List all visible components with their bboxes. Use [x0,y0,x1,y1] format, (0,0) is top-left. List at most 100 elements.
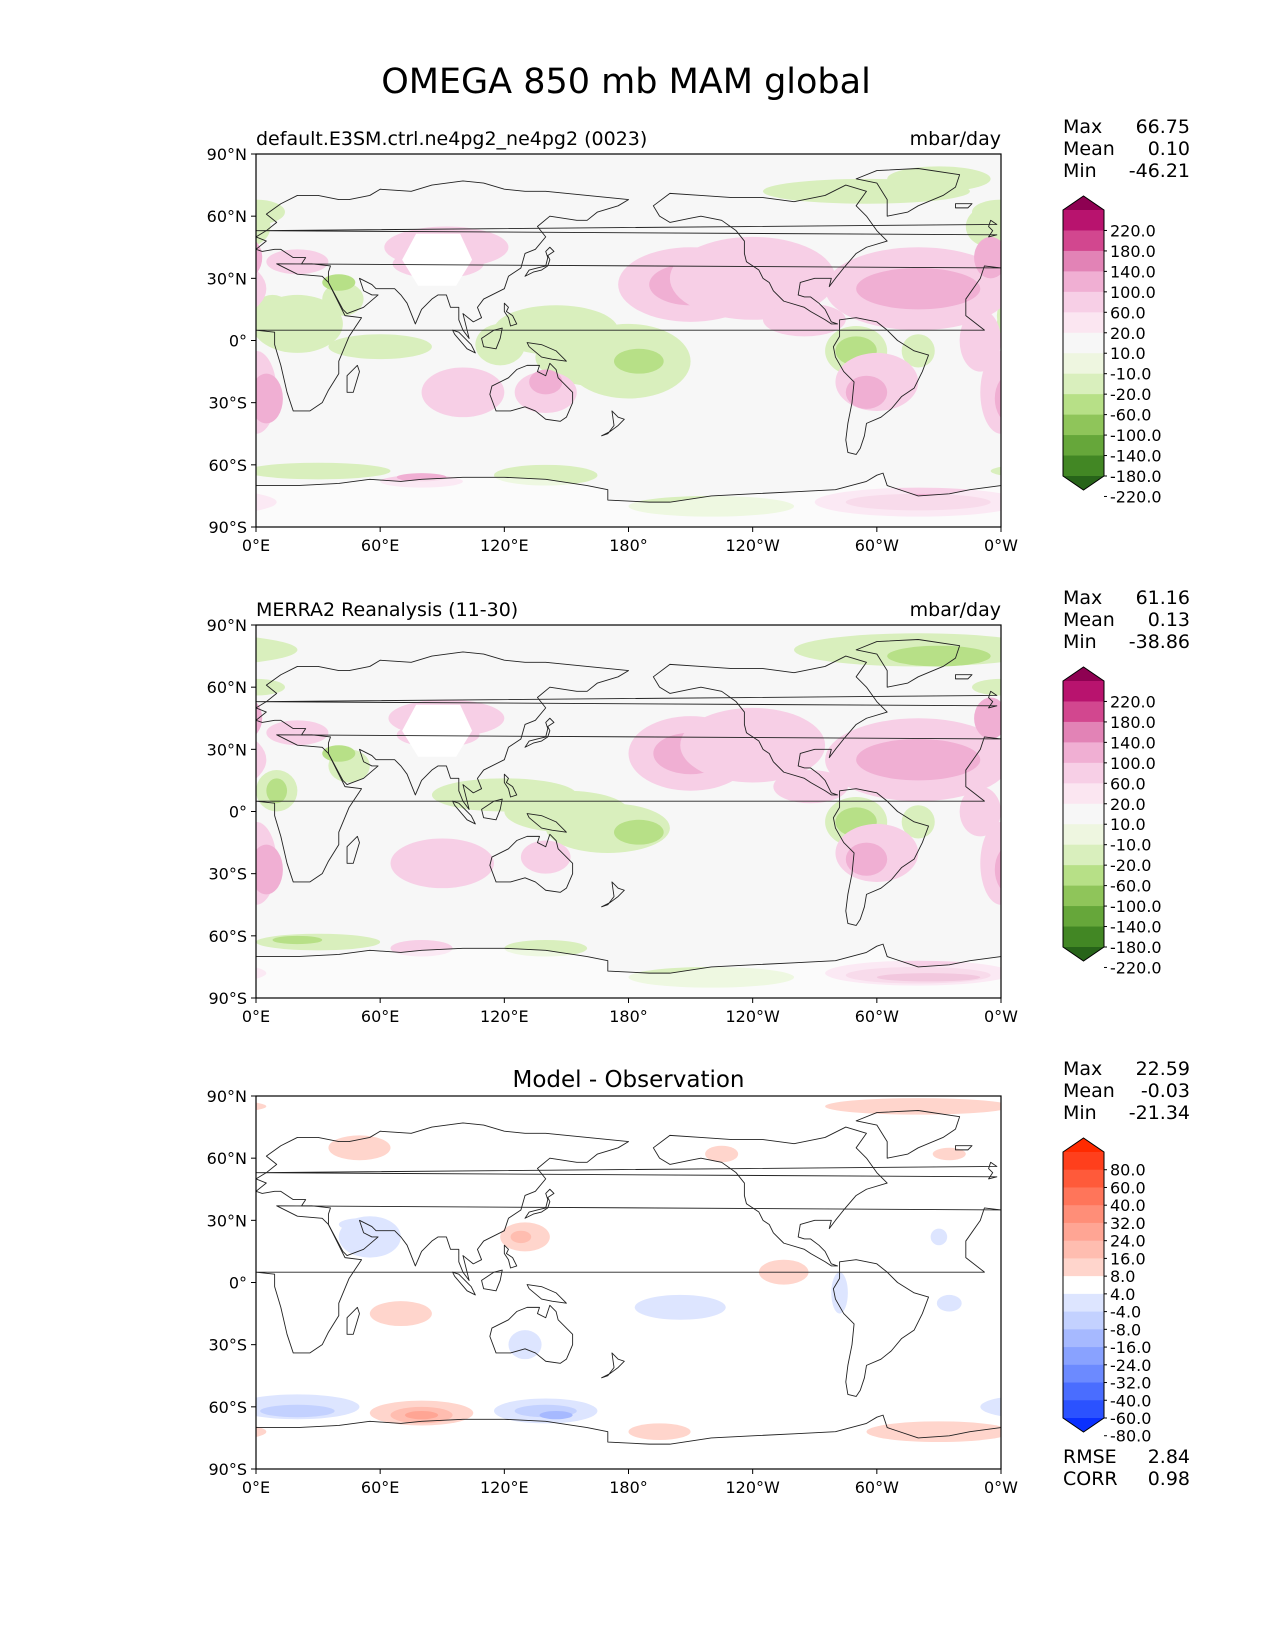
colorbar-level-label: -32.0 [1110,1374,1151,1393]
coastline [503,302,518,327]
lon-tick-label: 60°W [855,1007,899,1026]
contour-region [974,236,1001,279]
colorbar-level-label: 10.0 [1110,344,1146,363]
coastline [256,263,1001,412]
coastline [256,219,998,238]
stat-value-mean: 0.10 [1148,138,1190,160]
contour-region [186,1229,203,1246]
coastline [346,364,360,393]
colorbar-level-label: -220.0 [1110,487,1162,506]
coastline [452,800,476,825]
coastline [524,246,555,277]
colorbar-extend-min [1063,476,1104,490]
contour-region [0,247,18,322]
colorbar-level-label: -80.0 [1110,1427,1151,1446]
contour-region [994,850,1001,889]
coastline [256,180,629,339]
contour-region [1266,841,1275,874]
colorbar-level-label: 20.0 [1110,324,1146,343]
colorbar-segment [1063,1329,1104,1348]
colorbar-level-label: 4.0 [1110,1285,1135,1304]
contour-region [14,1260,64,1285]
colorbar-segment [1063,250,1104,272]
contour-region [256,1426,267,1438]
colorbar-segment [1063,210,1104,231]
contour-region [508,1330,542,1360]
colorbar-segment [1063,803,1104,825]
coastline [855,639,961,688]
contour-region [614,348,664,374]
lon-tick-label: 120°W [725,1478,780,1497]
colorbar-segment [1063,435,1104,457]
coastline [526,1284,567,1304]
colorbar-segment [1063,865,1104,887]
lon-tick-label: 120°W [725,1007,780,1026]
lat-tick-label: 0° [229,1274,247,1293]
contour-region [930,1228,948,1246]
coastline [832,1259,930,1397]
contour-region [256,269,267,308]
contour-region [1253,1330,1275,1359]
lon-tick-label: 0°W [984,1478,1018,1497]
contour-region [1018,936,1068,944]
colorbar-level-label: -20.0 [1110,856,1151,875]
lon-tick-label: 120°W [725,536,780,555]
missing-data-region [402,233,473,286]
panel-title-center: Model - Observation [512,1067,744,1093]
lon-tick-label: 0°W [984,1007,1018,1026]
colorbar-segment [1063,1240,1104,1259]
coastline [955,203,973,209]
contour-region [845,375,888,409]
contour-region [831,1272,848,1314]
contour-region [628,1423,691,1440]
contour-region [266,720,329,746]
coastline [503,773,518,798]
contour-region [866,1421,1001,1443]
contour-region [901,334,935,368]
contour-region [157,805,190,838]
colorbar-level-label: -180.0 [1110,467,1162,486]
contour-region [980,821,1001,905]
colorbar-segment [1063,1169,1104,1188]
map-panel-1: default.E3SM.ctrl.ne4pg2_ne4pg2 (0023) mb… [0,116,1275,555]
stat-value-mean: 0.13 [1148,609,1190,631]
contour-region [256,740,267,779]
contour-region [256,702,263,735]
contour-region [1239,465,1275,486]
panel-units: mbar/day [910,599,1001,621]
colorbar-level-label: -40.0 [1110,1391,1151,1410]
contour-region [90,353,173,411]
contour-region [1245,1222,1275,1251]
colorbar-segment [1063,1187,1104,1206]
colorbar-segment [1063,332,1104,354]
colorbar-level-label: -60.0 [1110,877,1151,896]
contour-region [272,935,323,945]
lon-tick-label: 60°E [361,536,399,555]
coastline [652,184,888,325]
contour-region [369,1301,432,1327]
contour-region [0,967,49,988]
colorbar-segment [1063,1382,1104,1401]
stat-value-min: -21.34 [1129,1102,1190,1124]
contour-region [1011,778,1032,803]
contour-region [959,786,1001,837]
lat-tick-label: 60°S [208,456,247,475]
stat-value-min: -38.86 [1129,631,1190,653]
lat-tick-label: 90°N [207,1087,247,1106]
colorbar-level-label: -10.0 [1110,365,1151,384]
contour-region [192,1295,217,1312]
contour-region [256,462,391,480]
contour-region [256,207,271,246]
contour-region [705,1145,739,1163]
colorbar-segment [1063,455,1104,477]
colorbar-segment [1063,230,1104,252]
contour-region [90,824,173,882]
contour-region [680,707,826,783]
contour-region [901,805,935,839]
colorbar-level-label: 24.0 [1110,1232,1146,1251]
colorbar-segment [1063,762,1104,784]
contour-region [338,1218,381,1231]
lat-tick-label: 0° [229,803,247,822]
